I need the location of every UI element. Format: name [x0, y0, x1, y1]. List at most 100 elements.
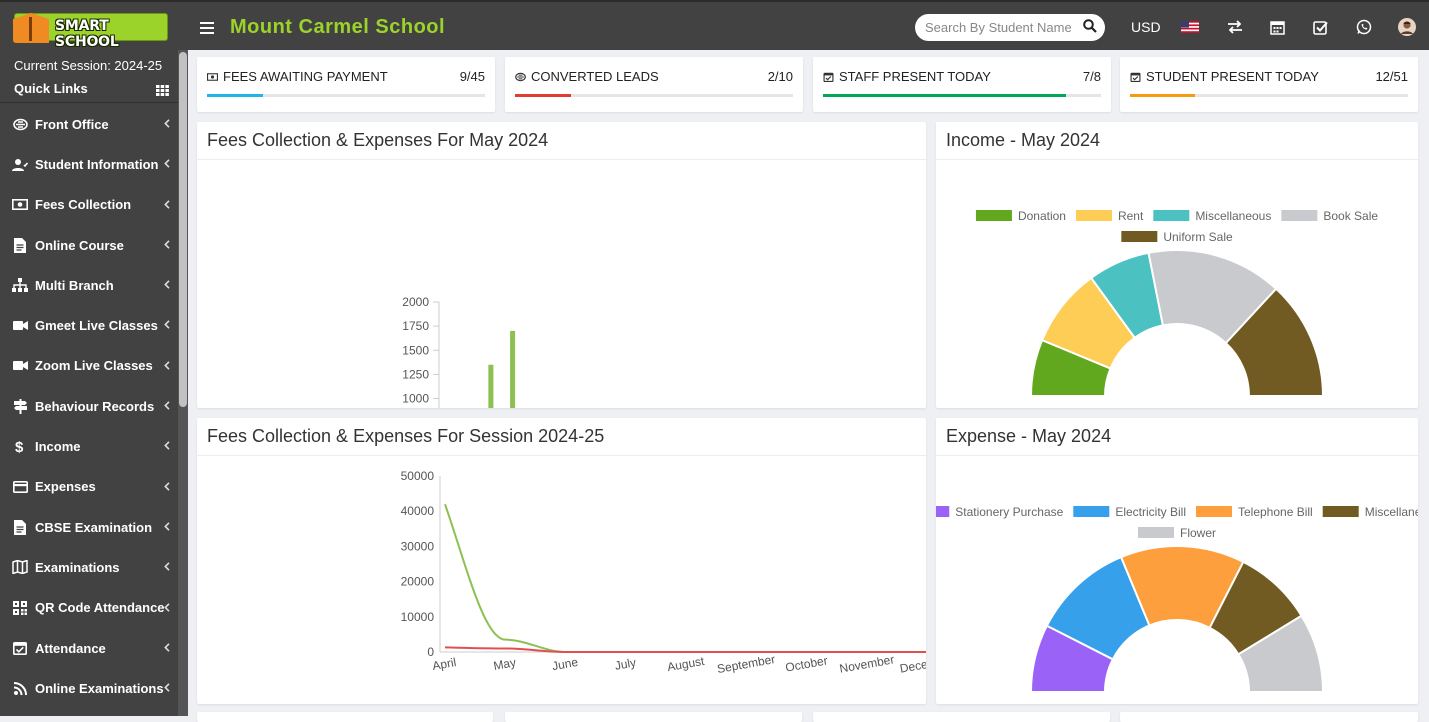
- currency-selector[interactable]: USD: [1131, 19, 1161, 35]
- x-tick-label: July: [614, 655, 637, 672]
- menu-toggle-icon[interactable]: [200, 18, 214, 39]
- income-chart-panel: Income - May 2024 Donation Rent Miscellane…: [936, 122, 1418, 408]
- month-bar-chart: 0250500750100012501500175020000102030405…: [402, 295, 516, 408]
- expense-chart-title: Expense - May 2024: [946, 426, 1112, 446]
- sidebar-item-income[interactable]: $ Income: [0, 426, 178, 466]
- sidebar-menu: Front Office Student Information Fees Coll…: [0, 104, 178, 708]
- legend-label[interactable]: Donation: [1018, 209, 1066, 223]
- legend-label[interactable]: Rent: [1118, 209, 1144, 223]
- stat-progress-fill: [1130, 94, 1196, 97]
- legend-label[interactable]: Stationery Purchase: [955, 505, 1063, 519]
- y-tick-label: 1000: [402, 392, 429, 406]
- stat-progress-track: [515, 94, 793, 97]
- x-tick-label: June: [551, 655, 579, 673]
- stat-card-student-present-today[interactable]: STUDENT PRESENT TODAY 12/51: [1120, 57, 1418, 112]
- task-check-icon[interactable]: [1313, 14, 1329, 40]
- legend-swatch: [975, 210, 1012, 221]
- session-line-chart: 0 10000 20000 30000 40000 50000 April May June Ju…: [401, 469, 926, 676]
- legend-label[interactable]: Book Sale: [1323, 209, 1378, 223]
- legend-label[interactable]: Miscellaneous: [1365, 505, 1418, 519]
- sidebar-item-qr-code-attendance[interactable]: QR Code Attendance: [0, 588, 178, 628]
- sidebar-item-label: Expenses: [35, 479, 96, 495]
- chevron-left-icon: [164, 641, 170, 655]
- sidebar-item-cbse-examination[interactable]: CBSE Examination: [0, 507, 178, 547]
- video-icon: [12, 318, 28, 334]
- sidebar-scrollbar-thumb[interactable]: [179, 52, 187, 407]
- stat-label-wrap: STAFF PRESENT TODAY: [823, 69, 991, 84]
- exchange-icon[interactable]: [1227, 14, 1243, 40]
- sidebar-item-expenses[interactable]: Expenses: [0, 467, 178, 507]
- legend-label[interactable]: Telephone Bill: [1238, 505, 1313, 519]
- doughnut-slice[interactable]: [1224, 287, 1325, 397]
- chevron-left-icon: [164, 318, 170, 332]
- sidebar-item-online-course[interactable]: Online Course: [0, 225, 178, 265]
- month-chart-panel: Fees Collection & Expenses For May 2024 …: [197, 122, 926, 408]
- chevron-left-icon: [164, 439, 170, 453]
- search-icon[interactable]: [1083, 19, 1097, 38]
- series-line[interactable]: [444, 503, 926, 653]
- sidebar-item-fees-collection[interactable]: Fees Collection: [0, 185, 178, 225]
- quick-links[interactable]: Quick Links: [14, 81, 88, 96]
- chevron-left-icon: [164, 601, 170, 615]
- us-flag-icon[interactable]: [1181, 14, 1199, 40]
- chevron-left-icon: [164, 278, 170, 292]
- student-search: [915, 14, 1105, 41]
- stat-progress-track: [1130, 94, 1408, 97]
- sidebar-item-behaviour-records[interactable]: Behaviour Records: [0, 386, 178, 426]
- user-avatar[interactable]: [1398, 14, 1416, 40]
- sidebar-item-front-office[interactable]: Front Office: [0, 104, 178, 144]
- legend-label[interactable]: Uniform Sale: [1163, 230, 1233, 244]
- legend-label[interactable]: Flower: [1180, 526, 1216, 540]
- stat-label: STAFF PRESENT TODAY: [839, 69, 991, 84]
- stat-card-converted-leads[interactable]: CONVERTED LEADS 2/10: [505, 57, 803, 112]
- legend-label[interactable]: Miscellaneous: [1195, 209, 1271, 223]
- money-icon: [207, 72, 218, 82]
- smart-school-logo[interactable]: SMART SCHOOL: [13, 13, 168, 50]
- calendar-icon[interactable]: [1270, 14, 1285, 40]
- legend-swatch: [1075, 210, 1112, 221]
- sidebar-item-gmeet-live-classes[interactable]: Gmeet Live Classes: [0, 305, 178, 345]
- sidebar-item-label: Fees Collection: [35, 197, 132, 213]
- sidebar-item-zoom-live-classes[interactable]: Zoom Live Classes: [0, 346, 178, 386]
- expense-doughnut-chart: Stationery Purchase Electricity Bill Telep…: [936, 505, 1418, 693]
- x-tick-label: September: [716, 652, 776, 676]
- legend-swatch: [1121, 231, 1158, 242]
- bar[interactable]: [510, 330, 516, 408]
- stat-card-staff-present-today[interactable]: STAFF PRESENT TODAY 7/8: [813, 57, 1111, 112]
- stat-card-fees-awaiting-payment[interactable]: FEES AWAITING PAYMENT 9/45: [197, 57, 495, 112]
- panel-divider: [197, 159, 926, 160]
- x-tick-label: December: [899, 652, 926, 675]
- sidebar-item-label: QR Code Attendance: [35, 600, 165, 616]
- y-tick-label: 40000: [401, 504, 435, 518]
- sidebar-item-online-examinations[interactable]: Online Examinations: [0, 668, 178, 708]
- sidebar-item-attendance[interactable]: Attendance: [0, 628, 178, 668]
- bar[interactable]: [488, 364, 494, 408]
- search-input[interactable]: [925, 18, 1071, 37]
- sidebar-item-multi-branch[interactable]: Multi Branch: [0, 265, 178, 305]
- x-tick-label: November: [838, 652, 895, 675]
- stat-progress-track: [823, 94, 1101, 97]
- stat-progress-fill: [207, 94, 263, 97]
- doughnut-slice[interactable]: [1237, 614, 1325, 693]
- series-line[interactable]: [444, 646, 926, 653]
- sidebar-item-label: Student Information: [35, 156, 159, 172]
- svg-text:$: $: [15, 439, 24, 454]
- dollar-icon: $: [12, 439, 28, 455]
- y-tick-label: 50000: [401, 469, 435, 483]
- panel-divider: [936, 159, 1418, 160]
- sidebar-item-label: Online Examinations: [35, 680, 164, 696]
- chevron-left-icon: [164, 117, 170, 131]
- sidebar-item-examinations[interactable]: Examinations: [0, 547, 178, 587]
- stat-progress-fill: [823, 94, 1067, 97]
- panel-divider: [936, 455, 1418, 456]
- chevron-left-icon: [164, 520, 170, 534]
- whatsapp-icon[interactable]: [1356, 14, 1372, 40]
- legend-label[interactable]: Electricity Bill: [1115, 505, 1186, 519]
- legend-swatch: [1153, 210, 1190, 221]
- grid-icon[interactable]: [156, 83, 169, 101]
- month-chart-title: Fees Collection & Expenses For May 2024: [207, 130, 549, 150]
- chevron-left-icon: [164, 359, 170, 373]
- income-chart-title: Income - May 2024: [946, 130, 1101, 150]
- sidebar-item-student-information[interactable]: Student Information: [0, 144, 178, 184]
- y-tick-label: 30000: [401, 539, 435, 553]
